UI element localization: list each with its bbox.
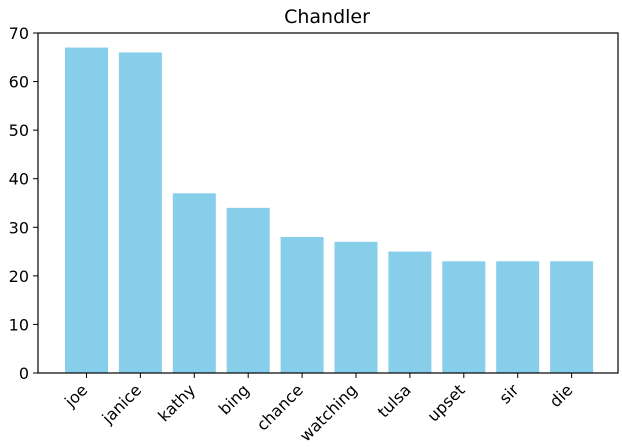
bar-chance	[280, 237, 324, 373]
y-tick-label: 10	[9, 315, 29, 334]
bar-janice	[118, 52, 162, 374]
bar-bing	[226, 207, 270, 373]
y-tick-label: 50	[9, 121, 29, 140]
x-tick-label-upset: upset	[424, 380, 469, 425]
y-tick-label: 60	[9, 73, 29, 92]
plot-frame	[37, 32, 619, 374]
x-tick-label-chance: chance	[253, 380, 307, 434]
bars-group	[65, 47, 594, 374]
y-tick-label: 70	[9, 24, 29, 43]
y-tick-label: 0	[19, 364, 29, 383]
y-axis: 0 10 20 30 40 50 60 70	[9, 24, 38, 383]
bar-joe	[65, 47, 108, 373]
x-tick-label-die: die	[546, 380, 577, 411]
x-tick-label-tulsa: tulsa	[374, 380, 415, 421]
y-tick-label: 30	[9, 218, 29, 237]
bar-watching	[334, 241, 378, 373]
x-tick-label-sir: sir	[495, 380, 522, 407]
y-tick-label: 20	[9, 267, 29, 286]
bar-kathy	[172, 193, 216, 373]
x-tick-label-kathy: kathy	[154, 380, 199, 425]
bar-sir	[496, 261, 540, 373]
x-tick-label-bing: bing	[215, 380, 253, 418]
chart-title: Chandler	[284, 6, 370, 28]
bar-tulsa	[388, 251, 432, 373]
bar-die	[550, 261, 594, 373]
x-tick-label-joe: joe	[60, 380, 91, 411]
y-tick-label: 40	[9, 170, 29, 189]
bar-upset	[442, 261, 486, 373]
x-tick-label-watching: watching	[296, 380, 361, 445]
x-tick-label-janice: janice	[98, 380, 146, 428]
